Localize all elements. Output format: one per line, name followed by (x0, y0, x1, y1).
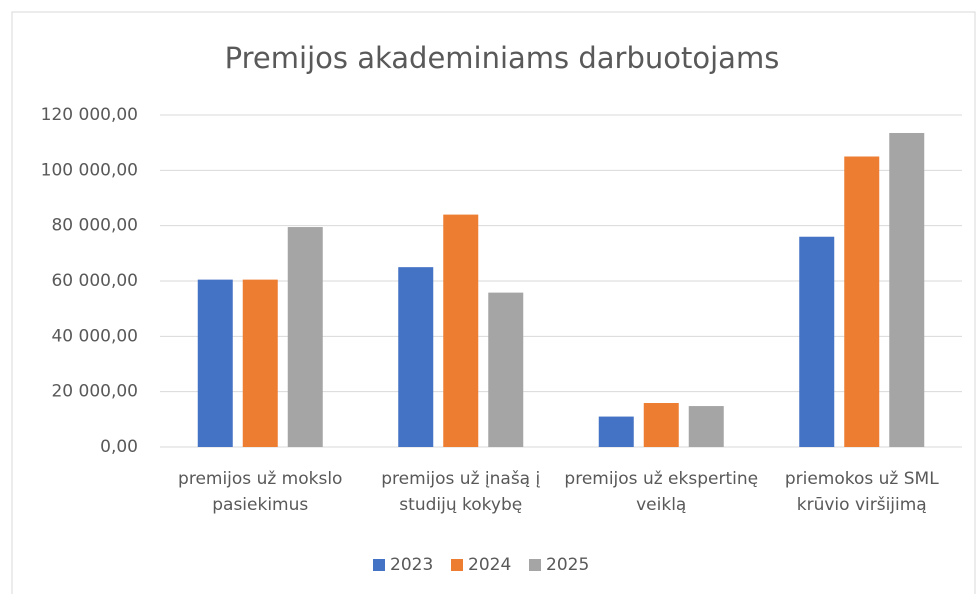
legend-swatch (451, 559, 463, 571)
bar (598, 416, 634, 447)
chart-border (11, 11, 976, 594)
bar (799, 236, 835, 447)
bar (643, 403, 679, 447)
legend-swatch (373, 559, 385, 571)
y-tick-label: 40 000,00 (51, 326, 138, 346)
y-tick-label: 120 000,00 (41, 105, 138, 125)
bar (889, 132, 925, 447)
bar (242, 279, 278, 447)
bar (287, 227, 323, 447)
x-tick-label: premijos už ekspertinę veiklą (564, 469, 759, 515)
y-tick-label: 80 000,00 (51, 216, 138, 236)
y-tick-label: 0,00 (100, 437, 138, 457)
legend-label: 2025 (546, 555, 589, 575)
x-tick-label: premijos už mokslo pasiekimus (178, 469, 343, 515)
legend-swatch (529, 559, 541, 571)
bar (197, 279, 233, 447)
chart-title: Premijos akademiniams darbuotojams (225, 41, 780, 75)
bar (398, 267, 434, 447)
bar (844, 156, 880, 447)
x-tick-label: premijos už įnašą į studijų kokybę (381, 469, 541, 515)
legend-label: 2024 (468, 555, 511, 575)
bar (488, 292, 524, 447)
bar (443, 214, 479, 447)
legend-label: 2023 (390, 555, 433, 575)
y-tick-label: 20 000,00 (51, 382, 138, 402)
bar (688, 406, 724, 447)
y-tick-label: 60 000,00 (51, 271, 138, 291)
x-tick-label: priemokos už SML krūvio viršijimą (784, 469, 939, 515)
y-tick-label: 100 000,00 (41, 160, 138, 180)
